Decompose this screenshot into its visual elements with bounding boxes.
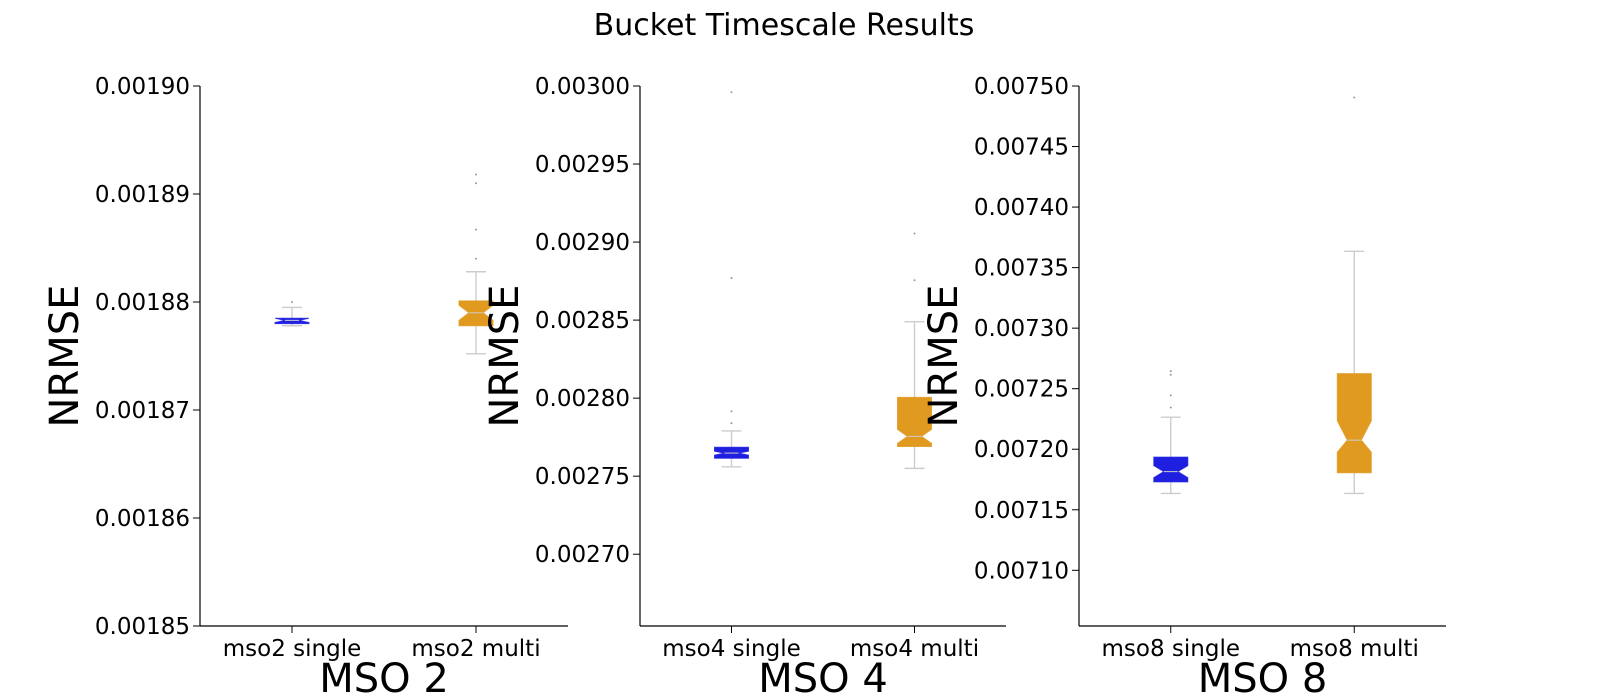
x-tick-label: mso2 single bbox=[223, 636, 362, 662]
outlier-point bbox=[913, 232, 916, 235]
x-tick-label: mso4 single bbox=[662, 636, 801, 662]
outlier-point bbox=[730, 91, 733, 94]
y-tick-label: 0.00735 bbox=[974, 256, 1069, 282]
y-tick-label: 0.00295 bbox=[535, 152, 630, 178]
x-tick-label: mso2 multi bbox=[411, 636, 540, 662]
outlier-point bbox=[475, 228, 477, 231]
y-tick-label: 0.00186 bbox=[95, 506, 190, 532]
outlier-point bbox=[1169, 370, 1172, 373]
y-axis-label: NRMSE bbox=[42, 285, 88, 428]
y-tick-label: 0.00730 bbox=[974, 316, 1069, 342]
box-mso4-multi bbox=[897, 396, 932, 447]
outlier-point bbox=[730, 276, 733, 279]
outlier-point bbox=[730, 410, 733, 413]
y-tick-label: 0.00300 bbox=[535, 74, 630, 100]
x-axis-label: MSO 2 bbox=[319, 656, 449, 700]
outlier-point bbox=[913, 279, 916, 282]
outlier-point bbox=[1169, 373, 1172, 376]
box-mso8-single bbox=[1153, 456, 1189, 483]
x-axis-label: MSO 4 bbox=[758, 656, 888, 700]
y-tick-label: 0.00750 bbox=[974, 74, 1069, 100]
y-tick-label: 0.00275 bbox=[535, 464, 630, 490]
box-mso2-multi bbox=[458, 300, 494, 327]
outlier-point bbox=[730, 422, 733, 425]
y-tick-label: 0.00187 bbox=[95, 398, 190, 424]
outlier-point bbox=[475, 173, 477, 176]
y-tick-label: 0.00715 bbox=[974, 498, 1069, 524]
outlier-point bbox=[475, 182, 477, 185]
x-tick-label: mso8 multi bbox=[1290, 636, 1419, 662]
y-tick-label: 0.00185 bbox=[95, 614, 190, 640]
subplot-mso4: 0.00270 0.00275 0.00280 0.00285 0.00290 0.002… bbox=[482, 74, 1006, 700]
outlier-point bbox=[1169, 394, 1172, 397]
y-tick-label: 0.00740 bbox=[974, 195, 1069, 221]
y-tick-label: 0.00190 bbox=[95, 74, 190, 100]
y-tick-label: 0.00189 bbox=[95, 182, 190, 208]
x-tick-label: mso8 single bbox=[1102, 636, 1241, 662]
y-tick-label: 0.00745 bbox=[974, 135, 1069, 161]
figure-title: Bucket Timescale Results bbox=[594, 8, 975, 43]
y-axis-label: NRMSE bbox=[921, 285, 967, 428]
outlier-point bbox=[291, 301, 293, 303]
y-tick-label: 0.00725 bbox=[974, 377, 1069, 403]
y-tick-label: 0.00710 bbox=[974, 558, 1069, 584]
y-tick-label: 0.00290 bbox=[535, 230, 630, 256]
box-mso8-multi bbox=[1336, 373, 1372, 474]
y-tick-label: 0.00270 bbox=[535, 542, 630, 568]
x-tick-label: mso4 multi bbox=[850, 636, 979, 662]
subplot-mso2: 0.00185 0.00186 0.00187 0.00188 0.00189 0.001… bbox=[42, 74, 568, 700]
subplot-mso8: 0.00710 0.00715 0.00720 0.00725 0.00730 0.007… bbox=[921, 74, 1446, 700]
y-tick-label: 0.00188 bbox=[95, 290, 190, 316]
x-axis-label: MSO 8 bbox=[1198, 656, 1328, 700]
y-tick-label: 0.00280 bbox=[535, 386, 630, 412]
y-axis-label: NRMSE bbox=[482, 285, 528, 428]
y-tick-label: 0.00720 bbox=[974, 437, 1069, 463]
outlier-point bbox=[1353, 96, 1356, 99]
outlier-point bbox=[1169, 406, 1172, 409]
outlier-point bbox=[475, 257, 477, 260]
box-mso2-single bbox=[274, 317, 310, 325]
y-tick-label: 0.00285 bbox=[535, 308, 630, 334]
